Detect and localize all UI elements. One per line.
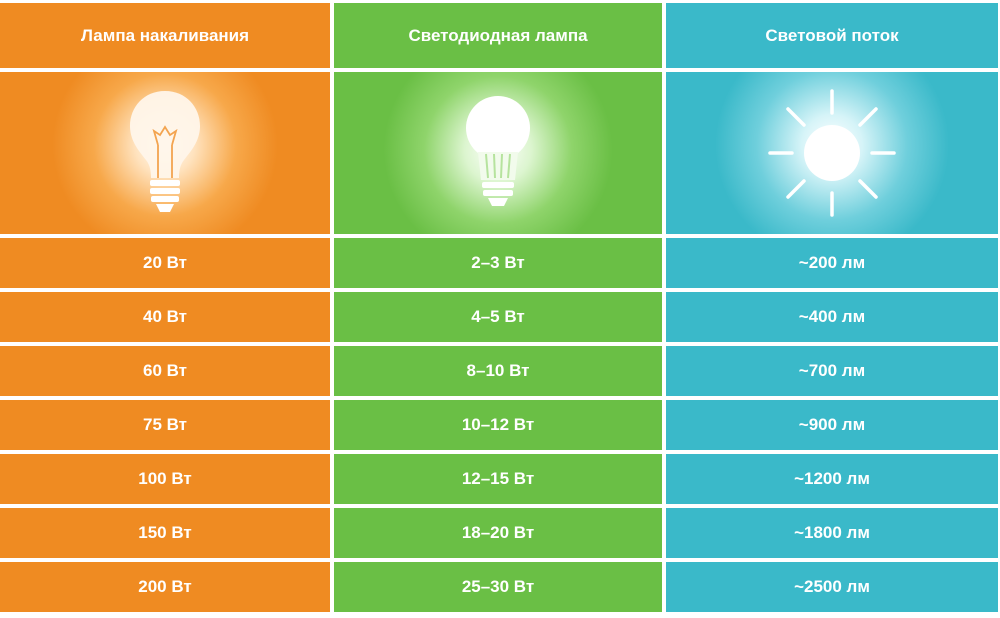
cell-led-1: 4–5 Вт: [334, 292, 662, 342]
cell-flux-4: ~1200 лм: [666, 454, 998, 504]
cell-incandescent-3: 75 Вт: [0, 400, 330, 450]
sun-cell: [666, 72, 998, 234]
incandescent-bulb-icon: [130, 91, 200, 212]
cell-incandescent-2: 60 Вт: [0, 346, 330, 396]
cell-incandescent-5: 150 Вт: [0, 508, 330, 558]
incandescent-bulb-cell: [0, 72, 330, 234]
cell-led-4: 12–15 Вт: [334, 454, 662, 504]
cell-led-3: 10–12 Вт: [334, 400, 662, 450]
cell-led-0: 2–3 Вт: [334, 238, 662, 288]
cell-led-2: 8–10 Вт: [334, 346, 662, 396]
header-led: Светодиодная лампа: [334, 3, 662, 68]
header-incandescent: Лампа накаливания: [0, 3, 330, 68]
led-bulb-icon: [466, 96, 530, 206]
cell-incandescent-6: 200 Вт: [0, 562, 330, 612]
cell-flux-6: ~2500 лм: [666, 562, 998, 612]
cell-flux-0: ~200 лм: [666, 238, 998, 288]
cell-flux-2: ~700 лм: [666, 346, 998, 396]
cell-flux-3: ~900 лм: [666, 400, 998, 450]
sun-icon: [768, 89, 896, 217]
cell-flux-1: ~400 лм: [666, 292, 998, 342]
cell-incandescent-4: 100 Вт: [0, 454, 330, 504]
cell-led-5: 18–20 Вт: [334, 508, 662, 558]
led-bulb-cell: [334, 72, 662, 234]
cell-incandescent-0: 20 Вт: [0, 238, 330, 288]
cell-led-6: 25–30 Вт: [334, 562, 662, 612]
cell-flux-5: ~1800 лм: [666, 508, 998, 558]
header-flux: Световой поток: [666, 3, 998, 68]
cell-incandescent-1: 40 Вт: [0, 292, 330, 342]
